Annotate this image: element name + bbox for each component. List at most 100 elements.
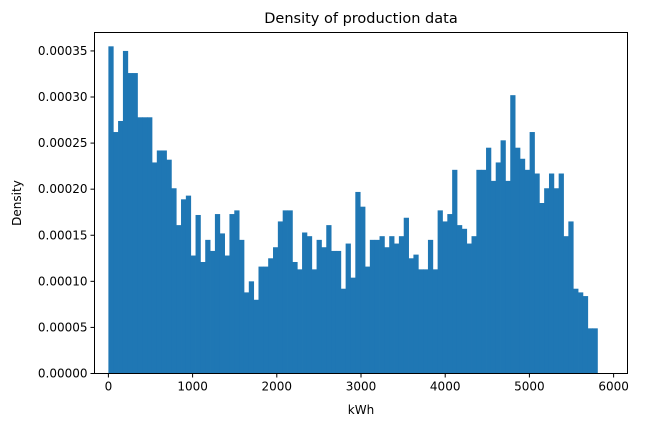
histogram-bar [108,46,114,374]
y-tick-label: 0.00030 [38,90,88,104]
histogram-bar [239,239,245,374]
histogram-bar [534,173,540,374]
histogram-bar [161,150,167,374]
y-axis: 0.00000 0.00005 0.00010 0.00015 0.00020 0.000… [38,44,95,381]
histogram-bar [476,169,482,374]
histogram-bar [185,195,192,374]
histogram-bar [563,236,569,374]
histogram-bar [519,158,526,374]
histogram-bar [544,188,550,374]
histogram-bar [340,288,347,374]
histogram-bar [389,236,395,374]
histogram-bar [335,250,342,374]
histogram-bar [442,221,448,374]
histogram-bar [423,269,429,374]
histogram-bar [403,217,409,374]
histogram-bar [587,328,593,374]
histogram-bar [277,221,284,374]
histogram-bar [224,255,230,374]
histogram-bar [350,277,356,374]
histogram-bar [171,188,177,374]
histogram-bar [553,188,560,374]
histogram-bar [515,147,521,374]
histogram-bar [529,132,535,374]
histogram-bar [524,169,531,374]
histogram-bar [481,169,487,374]
histogram-bar [195,214,201,374]
histogram-bar [471,236,477,374]
histogram-bar [282,210,288,374]
x-axis-label: kWh [348,403,374,417]
histogram-bar [190,255,196,374]
histogram-bar [437,210,443,374]
histogram-bar [292,261,298,374]
histogram-bar [558,173,564,374]
histogram-bar [486,147,492,374]
histogram-bar [578,292,584,374]
y-axis-label: Density [10,180,24,226]
y-tick-label: 0.00005 [38,320,88,334]
histogram-bar [582,296,589,374]
x-tick-label: 2000 [262,380,293,394]
y-tick-label: 0.00010 [38,274,88,288]
x-tick-label: 5000 [514,380,545,394]
histogram-bar [273,247,279,374]
histogram-bar [413,254,419,374]
x-axis: 0 1000 2000 3000 4000 5000 6000 [105,373,629,394]
histogram-bar [408,258,414,374]
y-tick-label: 0.00035 [38,44,88,58]
histogram-bar [302,232,308,374]
y-tick-label: 0.00000 [38,367,88,381]
histogram-bar [156,150,163,374]
histogram-bar [331,250,337,374]
histogram-bar [287,210,293,374]
histogram-bar [316,239,322,374]
histogram-bar [268,258,274,374]
histogram-bar [326,225,332,374]
histogram-bar [573,288,579,374]
histogram-bar [118,120,124,374]
histogram-bar [258,266,264,374]
histogram-bar [229,214,235,374]
histogram-bar [384,247,390,374]
histogram-bar [510,95,516,374]
histogram-bar [456,225,463,374]
histogram-bar [321,247,327,374]
histogram-bar [219,233,225,374]
histogram-bar [452,169,458,374]
histogram-bar [345,243,351,374]
histogram-bar [113,132,119,374]
histogram-bar [127,73,134,374]
histogram-bar [379,236,385,374]
histogram-bar [461,228,468,374]
y-tick-label: 0.00025 [38,136,88,150]
histogram-bar [364,266,371,374]
histogram-bar [568,221,574,374]
histogram-bar [234,210,240,374]
histogram-bar [243,292,250,374]
histogram-bar [539,203,545,374]
histogram-bar [142,117,148,374]
histogram-bar [248,281,255,374]
histogram-bar [360,206,366,374]
y-tick-label: 0.00015 [38,228,88,242]
x-tick-label: 0 [105,380,113,394]
histogram-bar [394,243,400,374]
histogram-bar [200,261,206,374]
histogram-bar [447,214,453,374]
histogram-bars [108,46,598,374]
histogram-bar [355,191,361,374]
histogram-bar [210,250,216,374]
histogram-bar [137,117,143,374]
histogram-bar [297,269,303,374]
x-tick-label: 4000 [430,380,461,394]
histogram-bar [151,162,158,374]
histogram-bar [418,269,424,374]
x-tick-label: 1000 [177,380,208,394]
histogram-bar [176,225,182,374]
histogram-bar [166,159,172,374]
histogram-bar [132,73,138,374]
histogram-bar [181,199,187,374]
histogram-bar [205,239,211,374]
chart-title: Density of production data [264,11,457,27]
